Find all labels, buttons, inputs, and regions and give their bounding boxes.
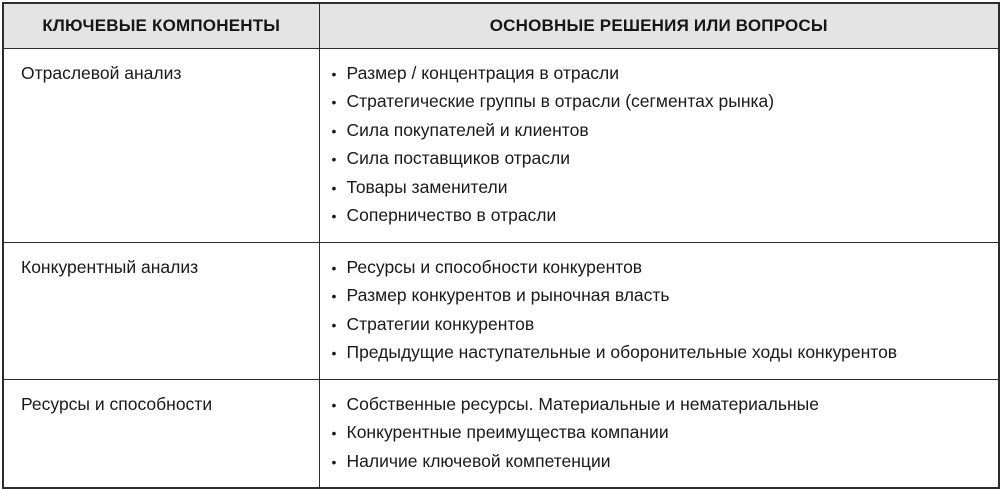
bullet-icon: • — [331, 65, 337, 82]
table-row: Конкурентный анализ • Ресурсы и способнос… — [2, 241, 1000, 380]
item-text: Конкурентные преимущества компании — [346, 422, 669, 442]
table-header: КЛЮЧЕВЫЕ КОМПОНЕНТЫ ОСНОВНЫЕ РЕШЕНИЯ ИЛИ… — [2, 2, 1000, 49]
item-text: Предыдущие наступательные и оборонительн… — [346, 342, 898, 362]
bullet-icon: • — [331, 316, 337, 333]
list-item: • Конкурентные преимущества компании — [332, 419, 989, 448]
item-text: Ресурсы и способности конкурентов — [346, 256, 643, 277]
component-cell: Отраслевой анализ — [2, 47, 320, 243]
item-text: Сила покупателей и клиентов — [346, 119, 589, 140]
component-cell: Конкурентный анализ — [2, 241, 320, 380]
component-cell-label: Отраслевой анализ — [21, 62, 182, 83]
list-item: • Сила поставщиков отрасли — [332, 145, 989, 174]
header-row: КЛЮЧЕВЫЕ КОМПОНЕНТЫ ОСНОВНЫЕ РЕШЕНИЯ ИЛИ… — [2, 2, 1000, 49]
table-row: Отраслевой анализ • Размер / концентрация… — [2, 47, 1000, 243]
items-list: • Размер / концентрация в отрасли • Стратег… — [332, 60, 989, 231]
decisions-cell: • Ресурсы и способности конкурентов • Разме… — [318, 241, 1000, 380]
column-header-components: КЛЮЧЕВЫЕ КОМПОНЕНТЫ — [2, 2, 320, 49]
list-item: • Ресурсы и способности конкурентов — [332, 254, 989, 283]
bullet-icon: • — [331, 288, 337, 304]
bullet-icon: • — [331, 208, 337, 224]
table-row: Ресурсы и способности • Собственные ресур… — [2, 378, 1000, 489]
list-item: • Сила покупателей и клиентов — [332, 117, 989, 146]
bullet-icon: • — [331, 94, 337, 110]
bullet-icon: • — [331, 122, 337, 139]
list-item: • Размер / концентрация в отрасли — [332, 60, 989, 89]
item-text: Стратегии конкурентов — [346, 313, 535, 334]
list-item: • Товары заменители — [332, 174, 989, 203]
bullet-icon: • — [331, 425, 337, 441]
column-header-decisions: ОСНОВНЫЕ РЕШЕНИЯ ИЛИ ВОПРОСЫ — [318, 2, 1000, 49]
component-cell-label: Конкурентный анализ — [21, 256, 199, 277]
list-item: • Стратегические группы в отрасли (сегмен… — [332, 88, 989, 117]
list-item: • Предыдущие наступательные и оборонитель… — [332, 339, 989, 368]
list-item: • Размер конкурентов и рыночная власть — [332, 282, 989, 311]
bullet-icon: • — [331, 151, 337, 167]
list-item: • Наличие ключевой компетенции — [332, 448, 989, 477]
item-text: Товары заменители — [346, 176, 508, 197]
bullet-icon: • — [331, 345, 337, 361]
item-text: Собственные ресурсы. Материальные и нема… — [346, 393, 819, 414]
list-item: • Соперничество в отрасли — [332, 202, 989, 231]
bullet-icon: • — [331, 179, 337, 196]
decisions-cell: • Размер / концентрация в отрасли • Стратег… — [318, 47, 1000, 243]
component-cell-label: Ресурсы и способности — [21, 393, 213, 414]
bullet-icon: • — [331, 453, 337, 470]
item-text: Размер / концентрация в отрасли — [346, 62, 620, 83]
list-item: • Собственные ресурсы. Материальные и нем… — [332, 391, 989, 420]
item-text: Сила поставщиков отрасли — [346, 148, 571, 168]
item-text: Соперничество в отрасли — [346, 205, 557, 225]
item-text: Размер конкурентов и рыночная власть — [346, 285, 670, 305]
items-list: • Ресурсы и способности конкурентов • Разме… — [332, 254, 989, 368]
bullet-icon: • — [331, 259, 337, 276]
item-text: Стратегические группы в отрасли (сегмент… — [346, 91, 775, 111]
decisions-cell: • Собственные ресурсы. Материальные и нем… — [318, 378, 1000, 489]
table-body: Отраслевой анализ • Размер / концентрация… — [2, 47, 1000, 489]
item-text: Наличие ключевой компетенции — [346, 450, 611, 471]
component-cell: Ресурсы и способности — [2, 378, 320, 489]
list-item: • Стратегии конкурентов — [332, 311, 989, 340]
items-list: • Собственные ресурсы. Материальные и нем… — [332, 391, 989, 477]
bullet-icon: • — [331, 396, 337, 413]
